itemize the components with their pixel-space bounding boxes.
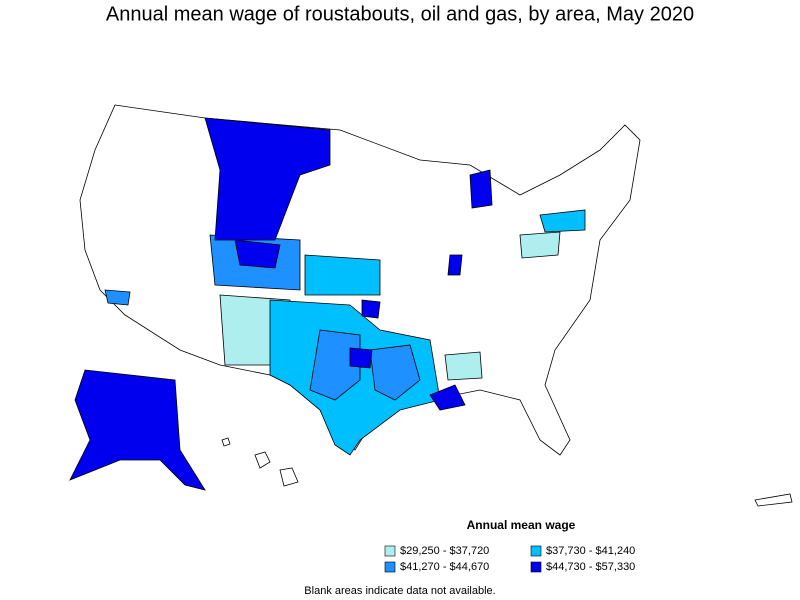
legend-swatch: [530, 545, 542, 557]
legend-title: Annual mean wage: [467, 518, 576, 532]
legend-swatch: [384, 545, 396, 557]
region: [539, 209, 586, 233]
legend: $29,250 - $37,720 $37,730 - $41,240 $41,27…: [384, 545, 635, 573]
legend-label: $37,730 - $41,240: [546, 545, 635, 557]
title: Annual mean wage of roustabouts, oil and…: [106, 3, 694, 25]
alaska: [69, 369, 206, 491]
region: [519, 231, 561, 259]
legend-label: $29,250 - $37,720: [400, 545, 489, 557]
region: [444, 351, 483, 381]
region: [469, 169, 493, 209]
legend-swatch: [530, 561, 542, 573]
hawaii: [221, 437, 231, 447]
legend-label: $41,270 - $44,670: [400, 561, 489, 573]
region: [309, 329, 361, 401]
region: [361, 299, 381, 319]
footnote: Blank areas indicate data not available.: [304, 585, 495, 597]
region: [429, 384, 466, 411]
legend-swatch: [384, 561, 396, 573]
region: [234, 239, 281, 269]
legend-label: $44,730 - $57,330: [546, 561, 635, 573]
region: [104, 289, 131, 306]
hawaii: [279, 467, 299, 487]
region: [369, 344, 421, 401]
region: [204, 117, 331, 241]
region: [304, 254, 381, 296]
map: [69, 104, 793, 507]
region: [447, 254, 463, 276]
puerto-rico: [754, 493, 793, 507]
region: [349, 347, 373, 369]
hawaii: [254, 451, 271, 469]
